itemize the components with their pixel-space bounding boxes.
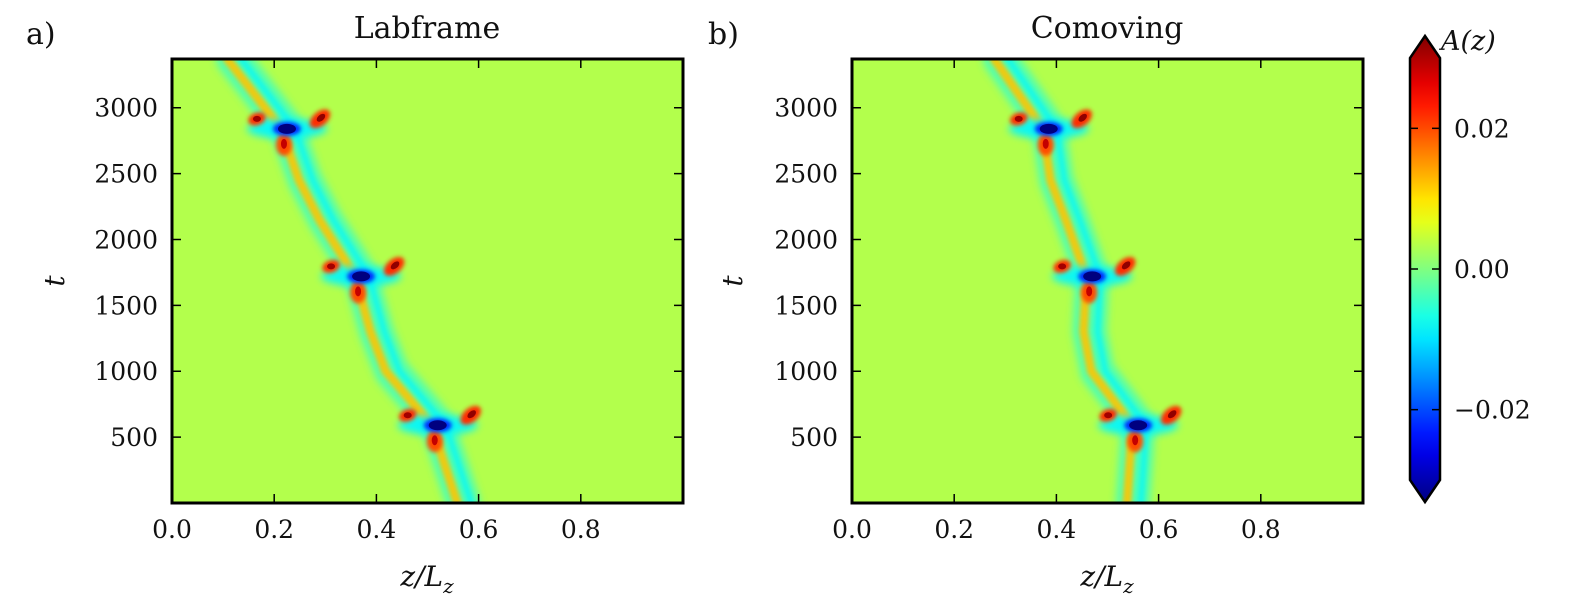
- xtick-label: 0.2: [254, 515, 294, 544]
- ytick-label: 3000: [774, 94, 838, 123]
- panel-b-letter: b): [708, 17, 739, 52]
- panel-b: b) Comoving 0.0 0.2 0.4 0.6 0.8 500 1000 1500 20…: [708, 11, 1365, 598]
- ytick-label: 500: [110, 423, 158, 452]
- event-0: [397, 405, 481, 453]
- xtick-label: 0.6: [1139, 515, 1179, 544]
- panel-a-xlabel-base: z/L: [399, 560, 443, 593]
- event-0: [1098, 405, 1182, 453]
- colorbar-tick-label: 0.02: [1454, 114, 1510, 143]
- colorbar-tick-label: 0.00: [1454, 255, 1510, 284]
- event-2: [1008, 109, 1092, 156]
- panel-a-ylabel: t: [38, 275, 71, 287]
- panel-b-heatmap: [852, 59, 1363, 503]
- ytick-label: 500: [790, 423, 838, 452]
- panel-a-title: Labframe: [354, 11, 501, 46]
- ytick-label: 2000: [774, 225, 838, 254]
- ytick-label: 1500: [94, 291, 158, 320]
- colorbar-label-text: A(z): [1438, 26, 1496, 57]
- panel-a-frame: [170, 57, 685, 505]
- panel-a-xlabel: z/Lz: [399, 560, 454, 598]
- colorbar-tick-label: −0.02: [1454, 396, 1531, 425]
- panel-b-title: Comoving: [1031, 11, 1184, 46]
- xtick-label: 0.0: [152, 515, 192, 544]
- colorbar-ticks: 0.02 0.00 −0.02: [1410, 114, 1531, 425]
- xtick-label: 0.8: [1241, 515, 1281, 544]
- panel-a-letter: a): [26, 17, 56, 52]
- event-1: [321, 256, 405, 304]
- xtick-label: 0.6: [459, 515, 499, 544]
- colorbar-gradient: [1408, 33, 1442, 505]
- panel-b-xlabel: z/Lz: [1079, 560, 1134, 598]
- ytick-label: 1500: [774, 291, 838, 320]
- ytick-label: 1000: [94, 357, 158, 386]
- ytick-label: 1000: [774, 357, 838, 386]
- event-2: [246, 109, 331, 156]
- xtick-label: 0.2: [934, 515, 974, 544]
- event-1: [1052, 256, 1136, 304]
- panel-b-xlabel-base: z/L: [1079, 560, 1123, 593]
- panel-a: a) Labframe 0.0 0.2 0.4 0.6 0.8 500 1000 1500 20…: [26, 11, 685, 598]
- panel-b-ylabel: t: [716, 275, 749, 287]
- panel-a-xlabel-sub: z: [442, 574, 454, 598]
- xtick-label: 0.8: [561, 515, 601, 544]
- colorbar-label: A(z): [1438, 26, 1496, 57]
- xtick-label: 0.4: [1037, 515, 1077, 544]
- ytick-label: 2000: [94, 225, 158, 254]
- xtick-label: 0.4: [357, 515, 397, 544]
- colorbar: 0.02 0.00 −0.02 A(z): [1408, 26, 1531, 505]
- xtick-label: 0.0: [832, 515, 872, 544]
- panel-b-xlabel-sub: z: [1122, 574, 1134, 598]
- panel-a-ticks: 0.0 0.2 0.4 0.6 0.8 500 1000 1500 2000 2500 3000: [94, 59, 683, 544]
- ytick-label: 2500: [774, 160, 838, 189]
- ytick-label: 3000: [94, 94, 158, 123]
- panel-b-frame: [850, 57, 1365, 505]
- ytick-label: 2500: [94, 160, 158, 189]
- panel-b-ticks: 0.0 0.2 0.4 0.6 0.8 500 1000 1500 2000 2500 3000: [774, 59, 1363, 544]
- panel-a-heatmap: [172, 59, 683, 503]
